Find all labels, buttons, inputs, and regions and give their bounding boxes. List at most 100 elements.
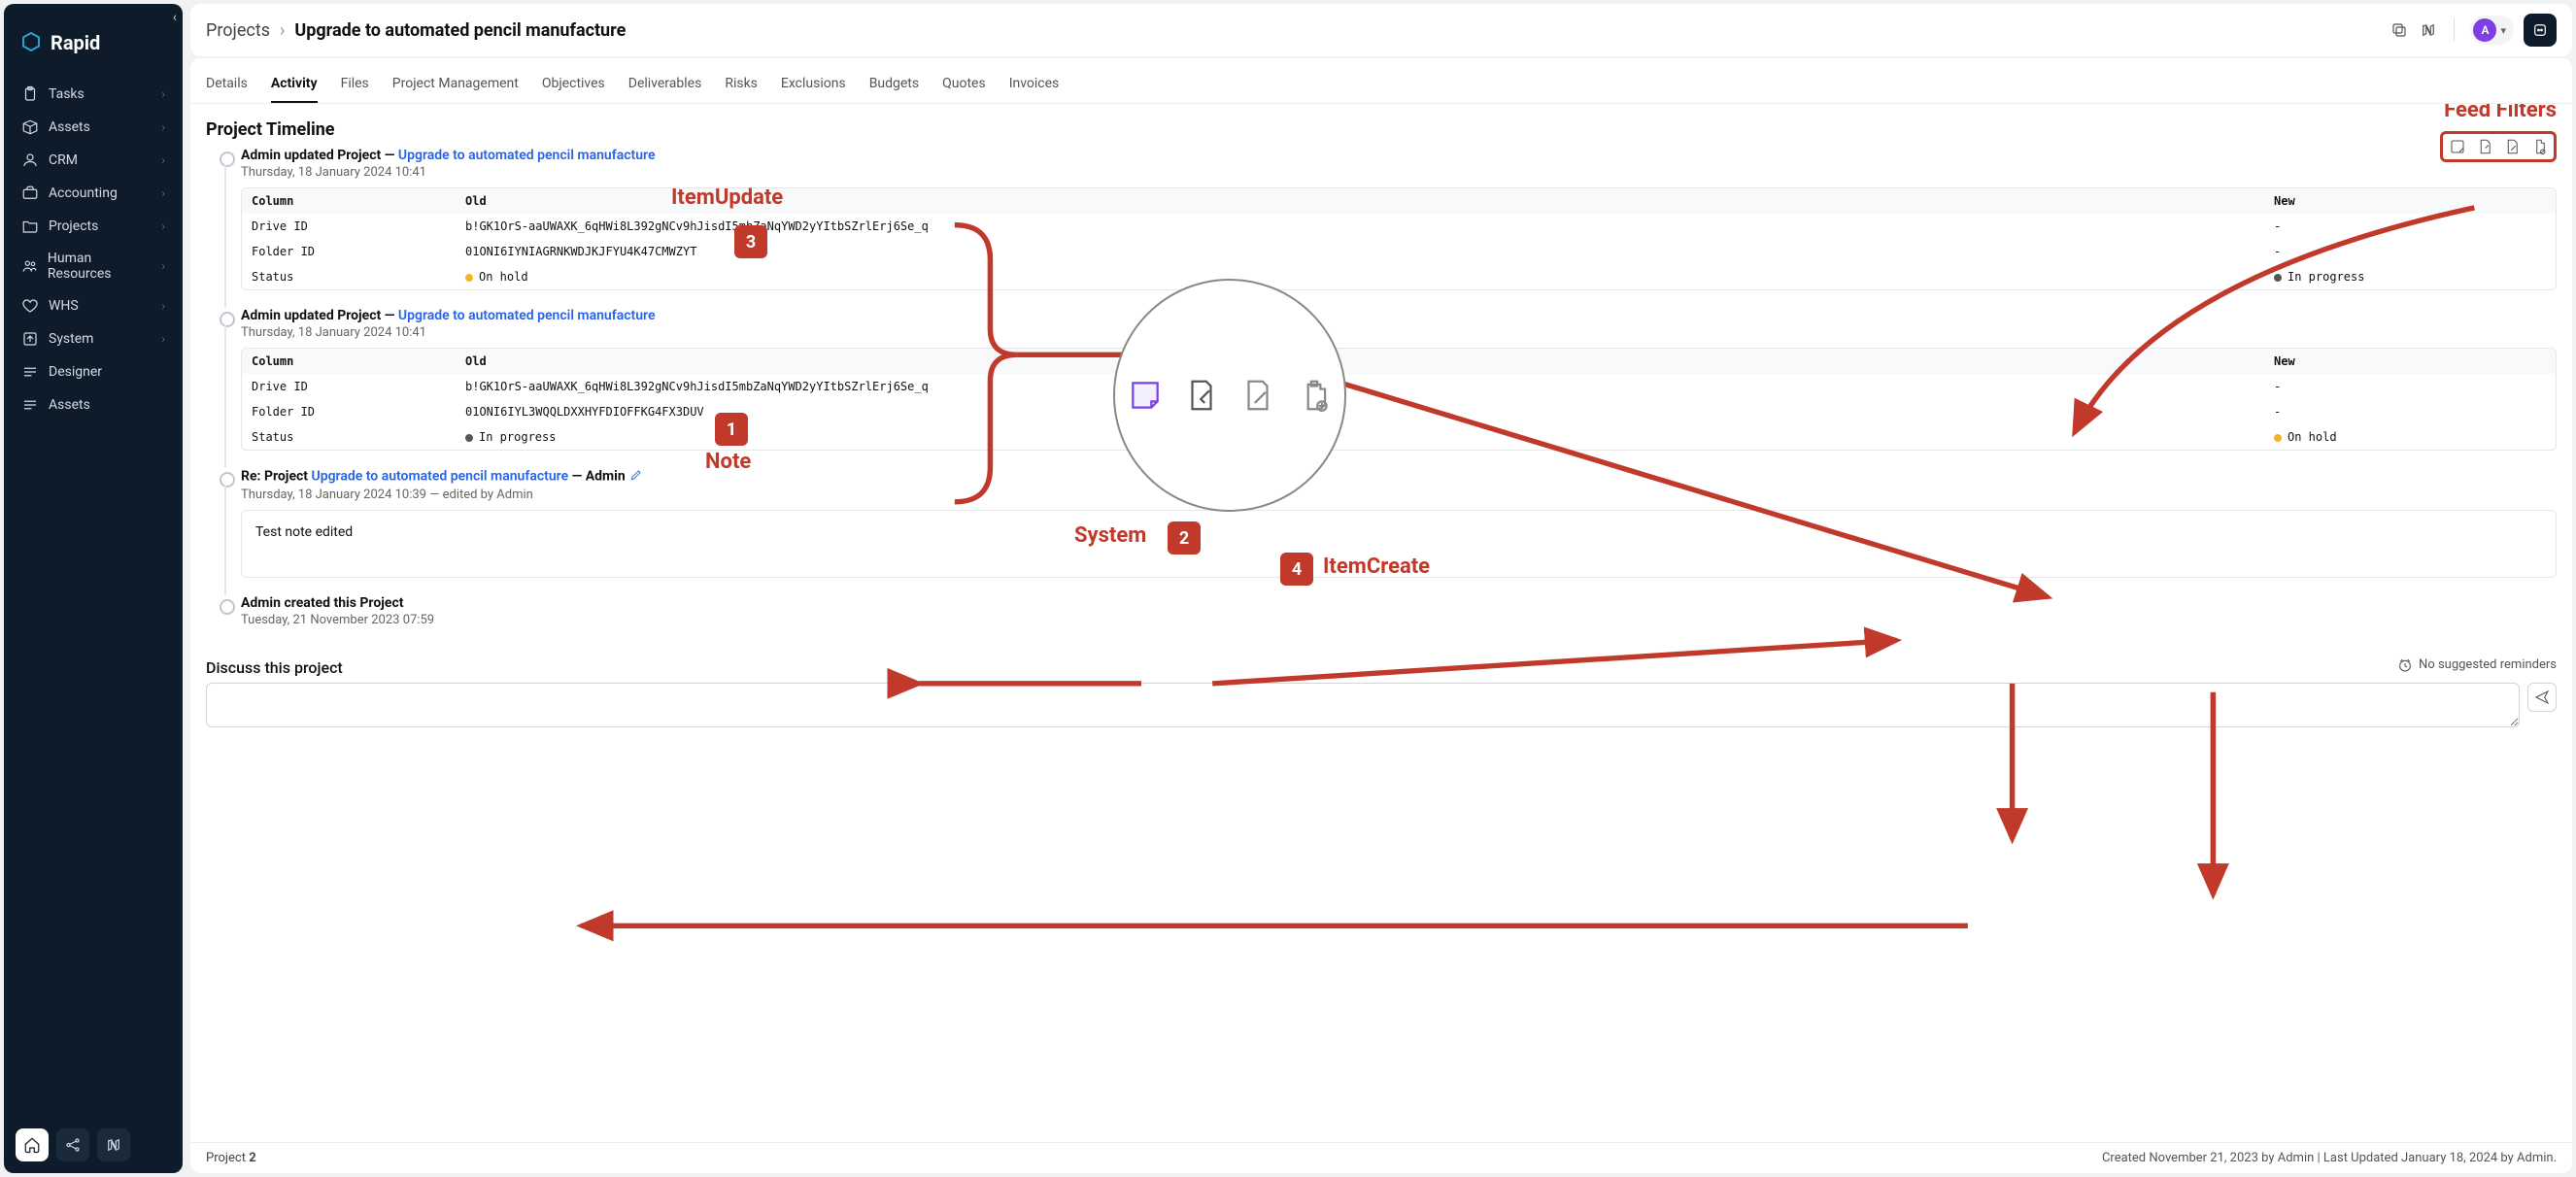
project-link[interactable]: Upgrade to automated pencil manufacture: [398, 148, 656, 163]
annotation-itemcreate-label: ItemCreate: [1323, 555, 1430, 579]
note-icon: [1127, 375, 1164, 416]
box-icon: [21, 118, 39, 136]
ai-button[interactable]: [2524, 14, 2557, 47]
sidebar-item-system[interactable]: System›: [12, 322, 175, 355]
sidebar-item-label: CRM: [49, 152, 78, 168]
annotation-badge-3: 3: [734, 225, 767, 258]
sidebar-item-label: System: [49, 331, 93, 347]
annotation-itemupdate-label: ItemUpdate: [671, 185, 783, 210]
itemupdate-icon: [1239, 375, 1276, 416]
event-date: Thursday, 18 January 2024 10:41: [241, 325, 2557, 340]
tab-objectives[interactable]: Objectives: [542, 68, 605, 103]
sidebar-collapse-icon[interactable]: ‹: [173, 10, 177, 25]
sidebar-item-human-resources[interactable]: Human Resources›: [12, 243, 175, 289]
sidebar-item-whs[interactable]: WHS ›: [12, 289, 175, 322]
tab-budgets[interactable]: Budgets: [869, 68, 919, 103]
breadcrumb: Projects › Upgrade to automated pencil m…: [206, 20, 626, 41]
sidebar-item-accounting[interactable]: Accounting›: [12, 177, 175, 210]
chevron-right-icon: ›: [280, 20, 285, 41]
chevron-right-icon: ›: [161, 120, 165, 134]
annotation-badge-1: 1: [715, 413, 748, 446]
sidebar-item-label: Human Resources: [48, 251, 152, 282]
sidebar-item-assets[interactable]: Assets: [12, 388, 175, 421]
tab-activity[interactable]: Activity: [271, 68, 318, 103]
brand-name: Rapid: [51, 31, 100, 54]
event-head: Admin created this Project: [241, 595, 2557, 611]
topbar-divider: [2454, 18, 2455, 42]
project-link[interactable]: Upgrade to automated pencil manufacture: [398, 308, 656, 323]
sidebar: ‹ Rapid Tasks›Assets›CRM›Accounting›Proj…: [4, 4, 183, 1173]
change-table: ColumnOldNewDrive IDb!GK1OrS-aaUWAXK_6qH…: [241, 187, 2557, 290]
chevron-right-icon: ›: [161, 87, 165, 101]
reminder-hint: No suggested reminders: [2397, 657, 2557, 673]
timeline-event: Admin updated Project — Upgrade to autom…: [214, 148, 2557, 290]
sidebar-item-label: WHS: [49, 298, 79, 314]
sidebar-item-tasks[interactable]: Tasks ›: [12, 78, 175, 111]
home-button[interactable]: [16, 1128, 49, 1161]
annotation-feed-filters-label: Feed Filters: [2444, 104, 2557, 122]
brand-logo[interactable]: Rapid: [4, 4, 183, 78]
users-icon: [21, 257, 38, 275]
tab-risks[interactable]: Risks: [725, 68, 758, 103]
notion-button[interactable]: [97, 1128, 130, 1161]
tab-files[interactable]: Files: [341, 68, 369, 103]
tab-details[interactable]: Details: [206, 68, 248, 103]
export-icon: [21, 330, 39, 348]
chevron-right-icon: ›: [161, 219, 165, 233]
sidebar-item-label: Tasks: [49, 86, 85, 102]
breadcrumb-root[interactable]: Projects: [206, 20, 270, 41]
breadcrumb-current: Upgrade to automated pencil manufacture: [294, 20, 626, 41]
share-button[interactable]: [56, 1128, 89, 1161]
chevron-right-icon: ›: [161, 299, 165, 313]
footer: Project 2 Created November 21, 2023 by A…: [190, 1142, 2572, 1173]
lines-icon: [21, 396, 39, 414]
project-link[interactable]: Upgrade to automated pencil manufacture: [312, 469, 569, 485]
annotation-badge-2: 2: [1168, 521, 1201, 555]
sidebar-item-label: Assets: [49, 119, 90, 135]
sidebar-bottom-bar: [4, 1117, 183, 1173]
tab-quotes[interactable]: Quotes: [942, 68, 986, 103]
discuss-title: Discuss this project: [206, 658, 343, 677]
sidebar-item-projects[interactable]: Projects›: [12, 210, 175, 243]
avatar: A: [2473, 18, 2496, 42]
tab-deliverables[interactable]: Deliverables: [628, 68, 702, 103]
discuss-input[interactable]: [206, 683, 2520, 727]
lines-icon: [21, 363, 39, 381]
topbar: Projects › Upgrade to automated pencil m…: [190, 4, 2572, 56]
sidebar-item-crm[interactable]: CRM›: [12, 144, 175, 177]
clock-icon: [2397, 657, 2413, 673]
footer-project-label: Project 2: [206, 1151, 256, 1165]
copy-icon[interactable]: [2390, 20, 2409, 40]
folder-icon: [21, 218, 39, 235]
timeline-event: Admin created this ProjectTuesday, 21 No…: [214, 595, 2557, 627]
itemcreate-icon: [1296, 375, 1333, 416]
annotation-zoom-circle: [1113, 279, 1346, 512]
user-icon: [21, 151, 39, 169]
system-filter-icon[interactable]: [2476, 138, 2493, 155]
content: Details Activity Files Project Management Ob…: [190, 58, 2572, 1173]
sidebar-item-label: Accounting: [49, 185, 118, 201]
section-title: Project Timeline: [206, 119, 2557, 140]
itemupdate-filter-icon[interactable]: [2503, 138, 2521, 155]
content-body: Feed Filters Project Timeline Admin upda…: [190, 104, 2572, 1142]
notion-icon[interactable]: [2419, 20, 2438, 40]
tabs: Details Activity Files Project Management Ob…: [190, 58, 2572, 104]
event-date: Thursday, 18 January 2024 10:39 — edited…: [241, 488, 2557, 502]
note-filter-icon[interactable]: [2449, 138, 2466, 155]
edit-icon[interactable]: [629, 468, 643, 486]
sidebar-item-designer[interactable]: Designer: [12, 355, 175, 388]
user-menu[interactable]: A ▾: [2470, 16, 2514, 45]
system-icon: [1183, 375, 1220, 416]
change-table: ColumnOldNewDrive IDb!GK1OrS-aaUWAXK_6qH…: [241, 348, 2557, 451]
sidebar-item-label: Assets: [49, 397, 90, 413]
tab-invoices[interactable]: Invoices: [1009, 68, 1060, 103]
annotation-system-label: System: [1074, 523, 1146, 548]
send-button[interactable]: [2527, 683, 2557, 712]
itemcreate-filter-icon[interactable]: [2530, 138, 2548, 155]
annotation-badge-4: 4: [1280, 553, 1313, 586]
tab-exclusions[interactable]: Exclusions: [781, 68, 846, 103]
tab-project-management[interactable]: Project Management: [392, 68, 519, 103]
sidebar-item-assets[interactable]: Assets ›: [12, 111, 175, 144]
event-date: Thursday, 18 January 2024 10:41: [241, 165, 2557, 180]
annotation-note-label: Note: [705, 450, 751, 474]
